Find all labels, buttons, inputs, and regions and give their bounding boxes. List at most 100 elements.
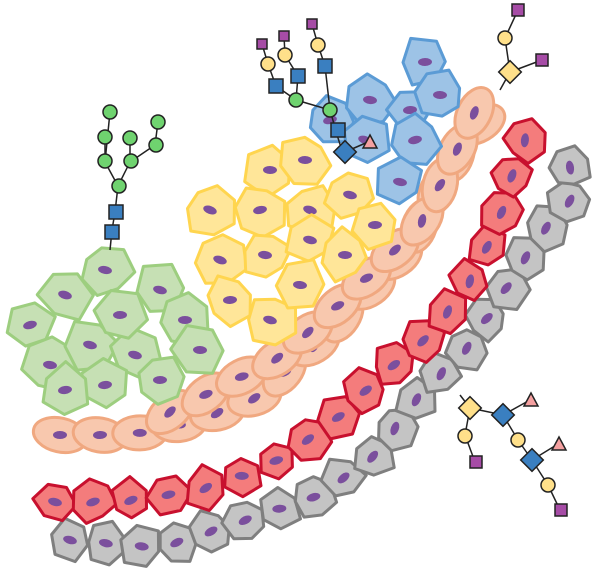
nucleus <box>496 205 507 220</box>
glycans <box>97 3 568 517</box>
sugar <box>332 139 358 165</box>
nucleus <box>128 350 142 360</box>
nucleus <box>234 372 249 381</box>
nucleus <box>204 526 218 537</box>
sugar <box>510 432 526 448</box>
nucleus <box>43 360 57 370</box>
nucleus <box>178 315 192 325</box>
nucleus <box>331 412 345 422</box>
sugar <box>457 428 473 444</box>
nucleus <box>565 160 575 175</box>
nucleus <box>98 265 112 275</box>
nucleus <box>298 155 312 165</box>
nucleus <box>199 482 213 494</box>
sugar <box>490 402 516 428</box>
sugar <box>97 153 113 169</box>
sugar <box>102 104 118 120</box>
nucleus <box>258 250 272 260</box>
nucleus <box>338 250 352 260</box>
nucleus <box>199 389 213 399</box>
sugar <box>554 503 568 517</box>
nucleus <box>253 205 267 215</box>
nucleus <box>359 385 372 396</box>
nucleus <box>161 490 176 499</box>
nucleus <box>248 393 261 404</box>
sugar <box>322 102 338 118</box>
nucleus <box>343 190 357 200</box>
sugar <box>256 38 268 50</box>
nucleus <box>98 539 113 548</box>
nucleus <box>164 406 176 418</box>
nucleus <box>442 305 453 319</box>
nucleus <box>465 274 475 289</box>
nucleus <box>86 497 100 507</box>
nucleus <box>359 273 374 283</box>
nucleus <box>403 105 417 115</box>
nucleus <box>48 497 62 507</box>
nucleus <box>272 504 287 513</box>
sugar <box>278 30 290 42</box>
nucleus <box>564 194 575 208</box>
nucleus <box>153 285 167 295</box>
nucleus <box>520 133 529 148</box>
sugar <box>317 58 333 74</box>
nucleus <box>271 352 284 364</box>
sugar <box>260 56 276 72</box>
sugar <box>150 114 166 130</box>
sugar <box>540 477 556 493</box>
nucleus <box>452 142 462 156</box>
sugar <box>361 133 379 149</box>
nucleus <box>541 221 551 235</box>
sugar <box>330 122 346 138</box>
nucleus <box>507 169 517 183</box>
nucleus <box>436 367 446 381</box>
nucleus <box>83 340 97 350</box>
nucleus <box>302 326 314 339</box>
nucleus <box>170 537 184 548</box>
sugar <box>457 395 483 421</box>
nucleus <box>223 295 237 305</box>
sugar <box>288 92 304 108</box>
nucleus <box>53 430 67 440</box>
nucleus <box>98 380 112 390</box>
sugar <box>310 37 326 53</box>
nucleus <box>193 345 207 355</box>
nucleus <box>213 255 227 265</box>
nucleus <box>417 335 429 347</box>
sugar <box>268 78 284 94</box>
nucleus <box>469 106 479 120</box>
nucleus <box>331 301 345 311</box>
nucleus <box>263 165 277 175</box>
nucleus <box>238 515 252 526</box>
nucleus <box>293 280 307 290</box>
nucleus <box>58 385 72 395</box>
nucleus <box>368 220 382 230</box>
sugar <box>550 435 568 451</box>
nucleus <box>58 290 72 300</box>
sugar <box>277 47 293 63</box>
nucleus <box>303 205 317 215</box>
nucleus <box>433 90 447 100</box>
nucleus <box>113 310 127 320</box>
sugar <box>148 137 164 153</box>
sugar <box>497 59 523 85</box>
nucleus <box>203 205 217 215</box>
nucleus <box>417 214 427 228</box>
cell-layers <box>5 36 592 568</box>
nucleus <box>306 492 321 502</box>
sugar <box>497 30 513 46</box>
sugar <box>469 455 483 469</box>
nucleus <box>387 359 401 371</box>
nucleus <box>132 428 147 437</box>
sugar <box>97 129 113 145</box>
nucleus <box>390 421 400 436</box>
nucleus <box>269 456 284 465</box>
nucleus <box>301 434 315 445</box>
nucleus <box>23 320 37 330</box>
sugar <box>519 447 545 473</box>
sugar <box>123 153 139 169</box>
nucleus <box>411 393 422 407</box>
nucleus <box>418 57 432 67</box>
